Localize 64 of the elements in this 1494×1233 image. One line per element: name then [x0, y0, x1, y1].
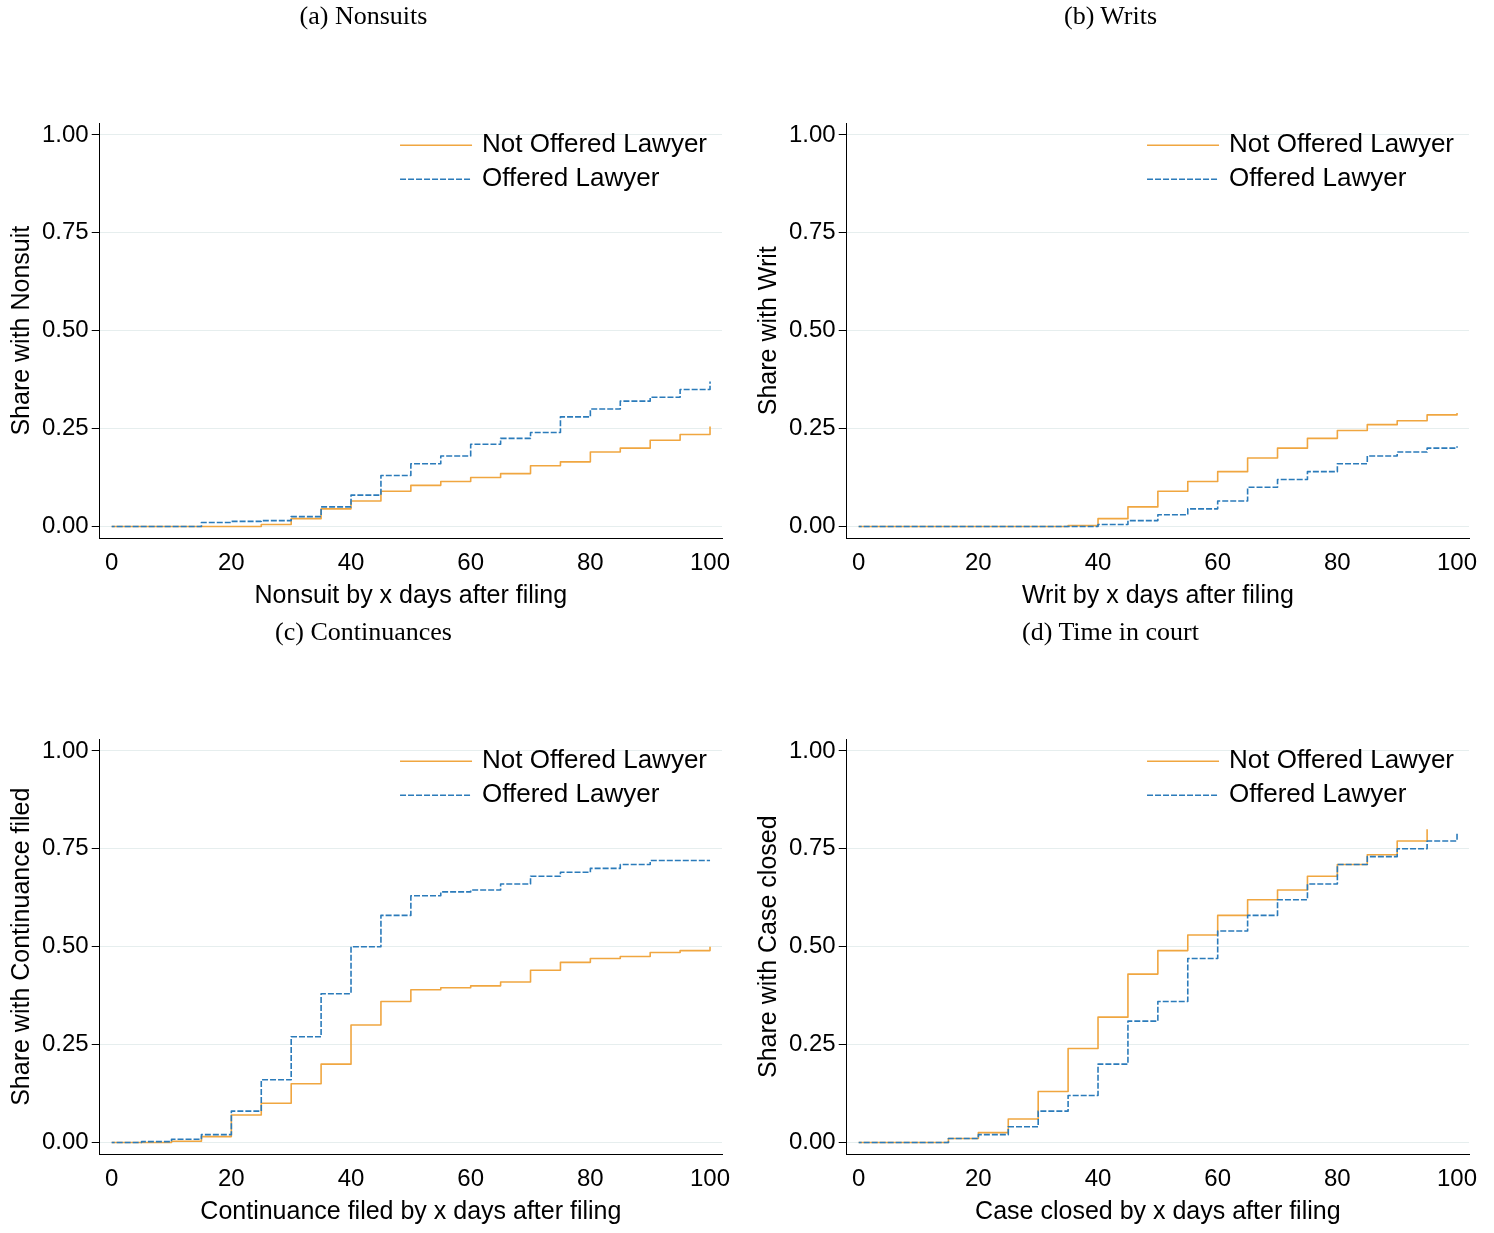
legend-label: Offered Lawyer [482, 778, 660, 809]
y-tick-label: 0.75 [41, 217, 89, 245]
chart-title: (c) Continuances [275, 617, 452, 647]
x-tick-label: 100 [690, 548, 731, 576]
y-tick-label: 1.00 [788, 735, 836, 763]
y-tick-label: 0.50 [41, 931, 89, 959]
x-axis-title: Writ by x days after filing [1021, 579, 1294, 608]
y-tick-label: 1.00 [41, 119, 89, 147]
x-tick-label: 0 [105, 548, 119, 576]
x-tick-label: 80 [577, 548, 604, 576]
y-tick-label: 1.00 [41, 735, 89, 763]
x-tick-label: 40 [337, 548, 365, 576]
y-axis-title: Share with Writ [752, 246, 781, 416]
y-tick-label: 0.75 [41, 833, 89, 861]
x-tick-label: 40 [337, 1164, 365, 1192]
y-tick-label: 0.50 [788, 315, 836, 343]
x-tick-label: 60 [1204, 548, 1232, 576]
legend-label: Not Offered Lawyer [482, 744, 708, 775]
y-tick-label: 0.25 [41, 413, 89, 441]
x-tick-label: 100 [1437, 548, 1478, 576]
y-tick-label: 1.00 [788, 119, 836, 147]
x-tick-label: 80 [577, 1164, 604, 1192]
y-tick-label: 0.00 [41, 1127, 89, 1155]
y-tick-label: 0.00 [788, 1127, 836, 1155]
y-tick-label: 0.00 [41, 511, 89, 539]
y-tick-label: 0.75 [788, 833, 836, 861]
x-axis-title: Case closed by x days after filing [975, 1195, 1341, 1224]
x-tick-label: 0 [852, 548, 866, 576]
x-tick-label: 100 [1437, 1164, 1478, 1192]
x-tick-label: 20 [965, 548, 992, 576]
y-tick-label: 0.00 [788, 511, 836, 539]
legend-label: Offered Lawyer [1229, 162, 1407, 193]
y-tick-label: 0.25 [788, 413, 836, 441]
y-axis-title: Share with Nonsuit [5, 225, 34, 436]
y-tick-label: 0.75 [788, 217, 836, 245]
x-tick-label: 40 [1084, 548, 1112, 576]
x-tick-label: 20 [218, 548, 245, 576]
y-tick-label: 0.50 [41, 315, 89, 343]
y-axis-title: Share with Case closed [752, 815, 781, 1079]
legend-label: Not Offered Lawyer [1229, 128, 1455, 159]
x-axis-title: Nonsuit by x days after filing [254, 579, 568, 608]
y-tick-label: 0.25 [41, 1029, 89, 1057]
x-tick-label: 0 [105, 1164, 119, 1192]
x-tick-label: 60 [1204, 1164, 1232, 1192]
x-tick-label: 20 [218, 1164, 245, 1192]
x-tick-label: 0 [852, 1164, 866, 1192]
chart-title: (d) Time in court [1022, 617, 1200, 647]
chart-title: (a) Nonsuits [299, 1, 428, 31]
x-tick-label: 80 [1324, 548, 1351, 576]
x-tick-label: 40 [1084, 1164, 1112, 1192]
y-axis-title: Share with Continuance filed [5, 787, 34, 1106]
legend-label: Not Offered Lawyer [482, 128, 708, 159]
legend-label: Offered Lawyer [1229, 778, 1407, 809]
x-tick-label: 100 [690, 1164, 731, 1192]
x-tick-label: 20 [965, 1164, 992, 1192]
legend-label: Offered Lawyer [482, 162, 660, 193]
y-tick-label: 0.25 [788, 1029, 836, 1057]
x-tick-label: 60 [457, 548, 485, 576]
x-axis-title: Continuance filed by x days after filing [200, 1195, 622, 1224]
legend-label: Not Offered Lawyer [1229, 744, 1455, 775]
chart-title: (b) Writs [1063, 1, 1158, 31]
x-tick-label: 60 [457, 1164, 485, 1192]
x-tick-label: 80 [1324, 1164, 1351, 1192]
y-tick-label: 0.50 [788, 931, 836, 959]
